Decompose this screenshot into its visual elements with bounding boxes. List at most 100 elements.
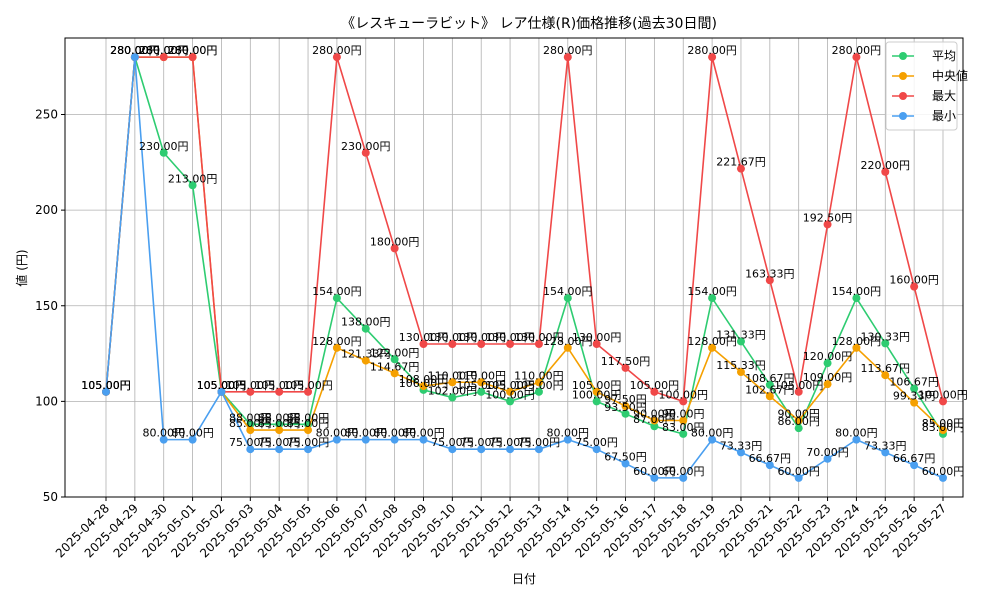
- data-label: 100.00円: [658, 388, 708, 401]
- data-point: [708, 435, 717, 444]
- data-label: 80.00円: [142, 427, 185, 440]
- data-point: [419, 382, 428, 391]
- data-label: 280.00円: [543, 44, 593, 57]
- legend-marker: [899, 72, 907, 80]
- data-point: [188, 181, 197, 190]
- data-point: [563, 435, 572, 444]
- data-label: 280.00円: [832, 44, 882, 57]
- data-label: 192.50円: [803, 211, 853, 224]
- series-layer: [102, 53, 947, 482]
- data-point: [910, 461, 919, 470]
- data-label: 73.33円: [864, 439, 907, 452]
- data-label: 221.67円: [716, 156, 766, 169]
- data-point: [650, 473, 659, 482]
- data-label: 75.00円: [489, 436, 532, 449]
- y-tick-label: 200: [35, 203, 58, 217]
- legend-label: 平均: [932, 49, 956, 63]
- data-label: 128.00円: [543, 335, 593, 348]
- data-point: [419, 435, 428, 444]
- data-point: [852, 294, 861, 303]
- legend-label: 最大: [932, 89, 956, 103]
- data-point: [736, 337, 745, 346]
- data-label: 105.00円: [774, 379, 824, 392]
- legend-entry: 平均: [892, 49, 956, 63]
- legend-entry: 中央値: [892, 68, 968, 83]
- data-label: 280.00円: [139, 44, 189, 57]
- data-point: [275, 420, 284, 429]
- data-label: 138.00円: [341, 316, 391, 329]
- data-label: 105.00円: [456, 379, 506, 392]
- data-label: 93.50円: [604, 401, 647, 414]
- data-label: 105.00円: [197, 379, 247, 392]
- data-point: [736, 164, 745, 173]
- data-label: 130.00円: [399, 331, 449, 344]
- series-2: [102, 53, 947, 406]
- data-label: 90.00円: [662, 408, 705, 421]
- data-label: 80.00円: [316, 427, 359, 440]
- data-point: [246, 445, 255, 454]
- data-label: 105.00円: [514, 379, 564, 392]
- data-label: 108.67円: [745, 372, 795, 385]
- data-point: [765, 276, 774, 285]
- data-label: 90.00円: [633, 408, 676, 421]
- data-label: 121.33円: [341, 348, 391, 361]
- data-point: [563, 294, 572, 303]
- data-point: [304, 426, 313, 435]
- data-label: 180.00円: [370, 235, 420, 248]
- data-label: 75.00円: [460, 436, 503, 449]
- data-label: 88.00円: [258, 411, 301, 424]
- data-point: [188, 53, 197, 62]
- data-point: [679, 429, 688, 438]
- data-point: [477, 445, 486, 454]
- data-point: [506, 445, 515, 454]
- data-label: 154.00円: [687, 285, 737, 298]
- data-label: 108.00円: [399, 373, 449, 386]
- data-label: 75.00円: [575, 436, 618, 449]
- data-point: [708, 53, 717, 62]
- data-label: 66.67円: [749, 452, 792, 465]
- x-axis-title: 日付: [512, 572, 536, 586]
- data-label: 280.00円: [110, 44, 160, 57]
- data-point: [765, 461, 774, 470]
- data-label: 128.00円: [312, 335, 362, 348]
- data-point: [650, 387, 659, 396]
- series-line: [105, 57, 944, 479]
- data-label: 80.00円: [547, 427, 590, 440]
- data-label: 105.00円: [197, 379, 247, 392]
- data-point: [939, 397, 947, 406]
- data-point: [534, 387, 543, 396]
- data-label: 130.00円: [485, 331, 535, 344]
- data-label: 163.33円: [745, 267, 795, 280]
- data-label: 80.00円: [402, 427, 445, 440]
- data-label: 60.00円: [633, 465, 676, 478]
- data-point: [506, 397, 515, 406]
- data-label: 75.00円: [518, 436, 561, 449]
- data-labels: 105.00円 280.00円 230.00円 213.00円 105.00円 88.00…: [81, 44, 968, 478]
- data-label: 110.00円: [456, 369, 506, 382]
- data-point: [419, 340, 428, 348]
- y-tick-label: 150: [35, 299, 58, 313]
- data-point: [650, 416, 659, 425]
- data-point: [130, 53, 139, 62]
- data-label: 97.50円: [604, 393, 647, 406]
- data-point: [910, 398, 919, 407]
- data-label: 88.00円: [229, 411, 272, 424]
- data-label: 280.00円: [110, 44, 160, 57]
- data-point: [939, 473, 947, 482]
- data-point: [823, 220, 832, 229]
- series-3: [102, 53, 947, 482]
- data-label: 80.00円: [691, 427, 734, 440]
- data-label: 100.00円: [572, 388, 622, 401]
- data-point: [592, 445, 601, 454]
- data-label: 131.33円: [716, 328, 766, 341]
- data-point: [477, 387, 486, 396]
- data-label: 113.67円: [861, 362, 911, 375]
- data-label: 85.00円: [287, 417, 330, 430]
- data-point: [794, 416, 803, 425]
- data-point: [592, 387, 601, 396]
- data-point: [679, 416, 688, 425]
- data-label: 122.00円: [370, 346, 420, 359]
- data-point: [679, 397, 688, 406]
- data-point: [390, 369, 399, 378]
- data-label: 105.00円: [283, 379, 333, 392]
